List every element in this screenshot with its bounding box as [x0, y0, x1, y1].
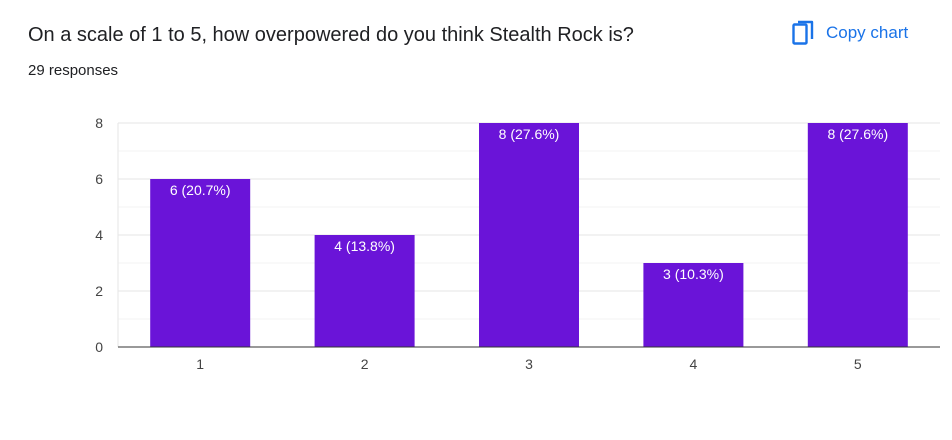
- bar: [479, 123, 579, 347]
- bar-data-label: 3 (10.3%): [663, 266, 724, 282]
- bar-data-label: 8 (27.6%): [499, 126, 560, 142]
- x-tick-label: 1: [196, 356, 204, 372]
- copy-chart-label: Copy chart: [826, 23, 909, 42]
- response-count: 29 responses: [28, 62, 119, 79]
- copy-icon: [792, 20, 814, 45]
- bar: [314, 235, 415, 347]
- y-tick-label: 6: [95, 171, 103, 187]
- y-tick-label: 8: [95, 115, 103, 131]
- bar: [807, 123, 908, 347]
- bar-data-label: 4 (13.8%): [334, 238, 395, 254]
- copy-chart-button[interactable]: Copy chart: [786, 16, 914, 50]
- y-tick-label: 2: [95, 283, 103, 299]
- y-tick-label: 4: [95, 227, 103, 243]
- bar-data-label: 8 (27.6%): [827, 126, 888, 142]
- bar-data-label: 6 (20.7%): [170, 182, 231, 198]
- question-title: On a scale of 1 to 5, how overpowered do…: [28, 24, 634, 46]
- y-tick-label: 0: [95, 339, 103, 355]
- bar-chart: 0 2 4 6 8 6 (20.7%) 1 4 (13.8%) 2 8 (27.6%) 3 3 (10…: [95, 115, 940, 372]
- bar: [150, 179, 251, 347]
- x-tick-label: 5: [854, 356, 862, 372]
- x-tick-label: 4: [690, 356, 698, 372]
- x-tick-label: 3: [525, 356, 533, 372]
- bar: [643, 263, 744, 347]
- x-tick-label: 2: [361, 356, 369, 372]
